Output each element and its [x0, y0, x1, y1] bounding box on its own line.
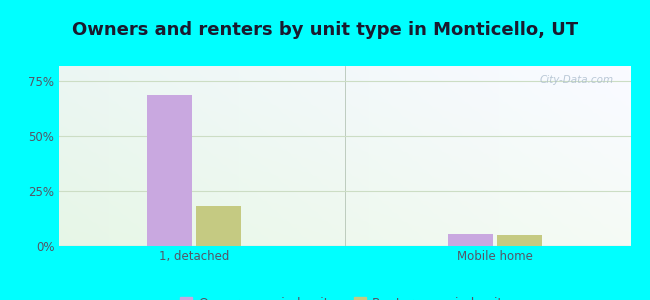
Bar	[146, 94, 192, 246]
Text: City-Data.com: City-Data.com	[540, 75, 614, 85]
Bar	[497, 235, 543, 246]
Bar	[448, 234, 493, 246]
Legend: Owner occupied units, Renter occupied units: Owner occupied units, Renter occupied un…	[175, 292, 514, 300]
Bar	[196, 206, 241, 246]
Text: Owners and renters by unit type in Monticello, UT: Owners and renters by unit type in Monti…	[72, 21, 578, 39]
